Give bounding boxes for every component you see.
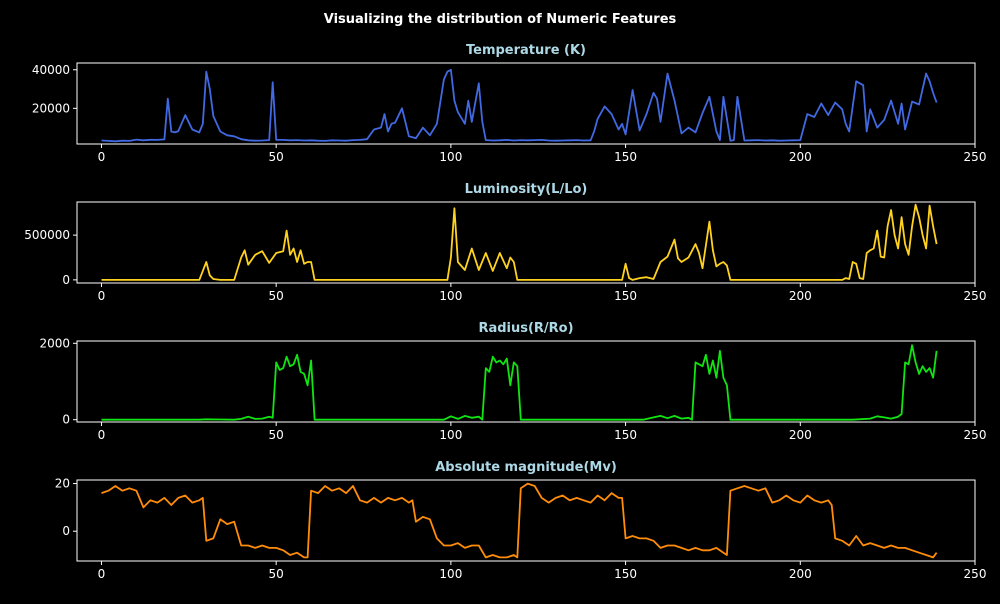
x-tick-label: 250 [964, 150, 987, 164]
x-tick-label: 100 [439, 428, 462, 442]
subplot-title: Luminosity(L/Lo) [465, 182, 588, 197]
y-tick-label: 2000 [39, 336, 70, 350]
x-tick-label: 100 [439, 567, 462, 581]
x-tick-label: 50 [269, 289, 284, 303]
x-tick-label: 50 [269, 428, 284, 442]
x-tick-label: 0 [98, 567, 106, 581]
x-tick-label: 250 [964, 289, 987, 303]
x-tick-label: 150 [614, 567, 637, 581]
subplot-title: Temperature (K) [466, 43, 586, 58]
axes-frame [76, 62, 976, 145]
series-line [101, 482, 938, 559]
y-tick-label: 500000 [24, 228, 70, 242]
y-tick-label: 40000 [32, 63, 70, 77]
x-tick-label: 250 [964, 567, 987, 581]
subplot-title: Absolute magnitude(Mv) [435, 460, 617, 475]
x-tick-label: 0 [98, 289, 106, 303]
y-tick-label: 20000 [32, 101, 70, 115]
x-tick-label: 200 [789, 428, 812, 442]
figure-title: Visualizing the distribution of Numeric … [324, 12, 677, 27]
x-tick-label: 200 [789, 567, 812, 581]
y-tick-label: 0 [62, 413, 70, 427]
y-tick-label: 20 [55, 477, 70, 491]
x-tick-label: 250 [964, 428, 987, 442]
x-tick-label: 0 [98, 428, 106, 442]
subplot-4: Absolute magnitude(Mv) 0 50 100 150 200 250 0 20 [55, 460, 987, 581]
axes-frame [76, 479, 976, 562]
subplot-title: Radius(R/Ro) [478, 321, 573, 336]
y-tick-label: 0 [62, 273, 70, 287]
x-tick-label: 100 [439, 150, 462, 164]
x-tick-label: 200 [789, 150, 812, 164]
x-tick-label: 50 [269, 150, 284, 164]
y-tick-label: 0 [62, 524, 70, 538]
x-tick-label: 200 [789, 289, 812, 303]
subplot-1: Temperature (K) 0 50 100 150 200 250 20000 40000 [32, 43, 987, 164]
subplot-2: Luminosity(L/Lo) 0 50 100 150 200 250 0 500000 [24, 182, 986, 303]
subplot-3: Radius(R/Ro) 0 50 100 150 200 250 0 2000 [39, 321, 986, 442]
axes-frame [76, 340, 976, 423]
x-tick-label: 150 [614, 150, 637, 164]
x-tick-label: 0 [98, 150, 106, 164]
x-tick-label: 150 [614, 289, 637, 303]
x-tick-label: 50 [269, 567, 284, 581]
x-tick-label: 150 [614, 428, 637, 442]
x-tick-label: 100 [439, 289, 462, 303]
axes-frame [76, 201, 976, 284]
series-line [101, 203, 938, 281]
series-line [101, 68, 938, 143]
series-line [101, 344, 938, 421]
